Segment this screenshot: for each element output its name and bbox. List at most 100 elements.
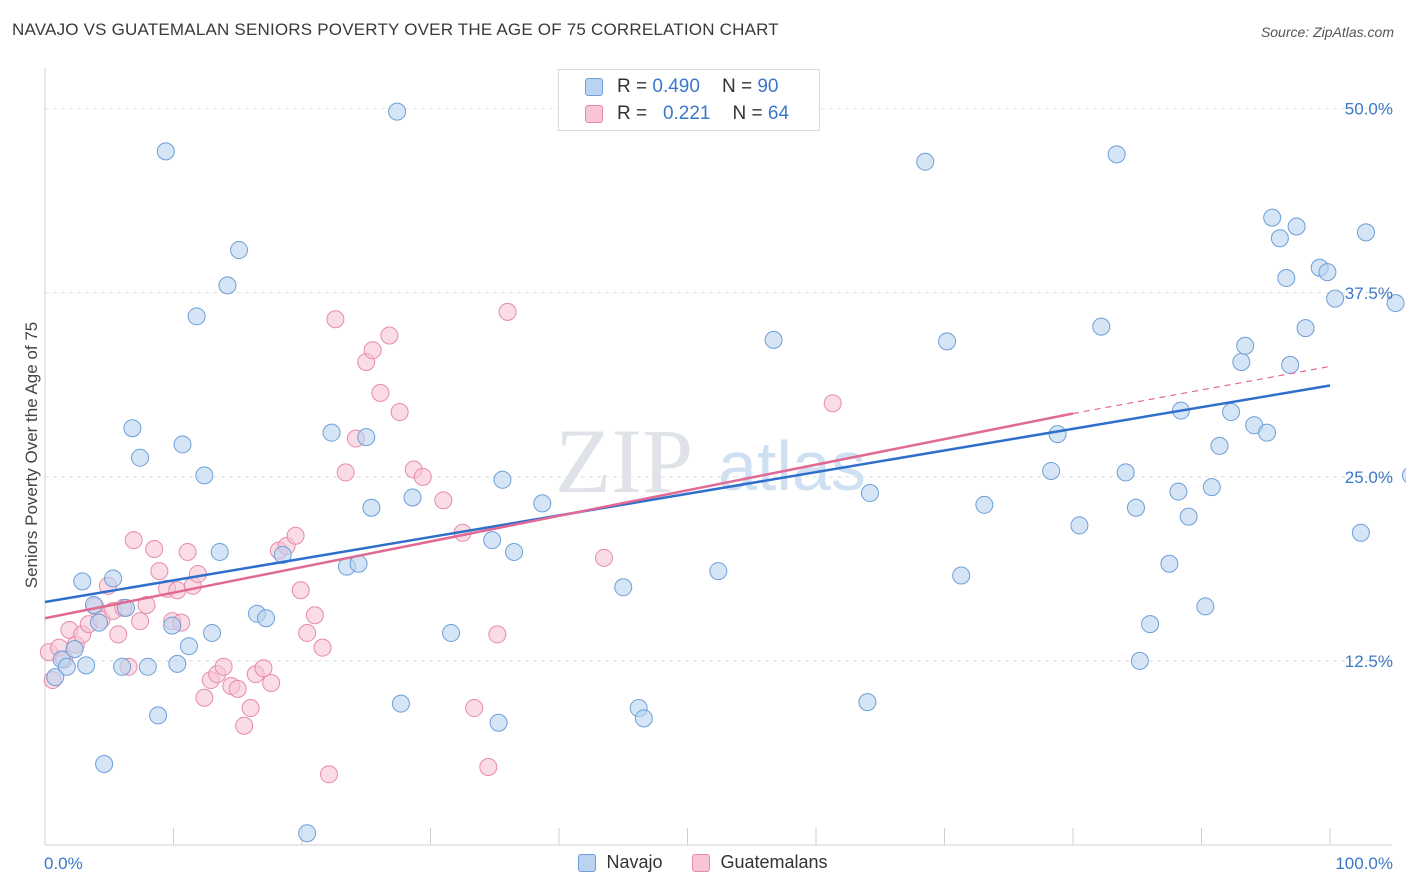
- guatemalan-point: [413, 467, 432, 486]
- legend-row-navajo: R = 0.490 N = 90: [585, 76, 778, 98]
- stats-legend: R = 0.490 N = 90 R = 0.221 N = 64: [558, 69, 820, 131]
- guatemalan-point: [241, 699, 260, 718]
- navajo-point: [1296, 319, 1315, 338]
- navajo-point: [1270, 229, 1289, 248]
- source-label: Source: ZipAtlas.com: [1260, 24, 1394, 40]
- navajo-point: [218, 276, 237, 295]
- navajo-point: [46, 668, 65, 687]
- legend-item-navajo[interactable]: Navajo: [578, 852, 662, 873]
- navajo-point: [168, 654, 187, 673]
- guatemalan-point: [479, 757, 498, 776]
- y-tick-label: 12.5%: [1345, 652, 1393, 671]
- navajo-point: [1196, 597, 1215, 616]
- navajo-point: [273, 545, 292, 564]
- navajo-point: [1092, 317, 1111, 336]
- legend-navajo-label: Navajo: [606, 852, 663, 872]
- navajo-point: [1236, 336, 1255, 355]
- navajo-point: [1318, 263, 1337, 282]
- navajo-point: [1169, 482, 1188, 501]
- guatemalan-point: [150, 562, 169, 581]
- guatemalan-point: [195, 688, 214, 707]
- navajo-point: [131, 448, 150, 467]
- navajo-point: [533, 494, 552, 513]
- navajo-point: [57, 657, 76, 676]
- legend-guatemalans-label: Guatemalans: [720, 852, 828, 872]
- guatemalan-r-value: 0.221: [662, 103, 711, 124]
- navajo-point: [860, 484, 879, 503]
- guatemalan-point: [214, 657, 233, 676]
- guatemalan-point: [336, 463, 355, 482]
- guatemalan-point: [465, 699, 484, 718]
- navajo-point: [1126, 498, 1145, 517]
- navajo-point: [77, 656, 96, 675]
- navajo-point: [1210, 436, 1229, 455]
- navajo-point: [1356, 223, 1375, 242]
- navajo-point: [257, 609, 276, 628]
- trend-lines: [44, 365, 1331, 620]
- navajo-point: [230, 241, 249, 260]
- navajo-point: [203, 623, 222, 642]
- navajo-point: [1287, 217, 1306, 236]
- legend-r-label: R =: [617, 103, 648, 124]
- navajo-point: [858, 693, 877, 712]
- watermark: ZIP atlas: [555, 410, 866, 512]
- guatemalan-point: [262, 674, 281, 693]
- navajo-point: [505, 542, 524, 561]
- guatemalan-n-value: 64: [767, 103, 790, 124]
- navajo-point: [403, 488, 422, 507]
- navajo-n-value: 90: [757, 76, 779, 97]
- navajo-point: [489, 713, 508, 732]
- guatemalan-point: [254, 659, 273, 678]
- guatemalan-point: [137, 595, 156, 614]
- navajo-point: [1107, 145, 1126, 164]
- navajo-point: [1401, 467, 1406, 483]
- navajo-point: [388, 102, 407, 121]
- navajo-point: [1351, 523, 1370, 542]
- guatemalan-point: [313, 638, 332, 657]
- navajo-point: [764, 330, 783, 349]
- guatemalan-point: [235, 716, 254, 735]
- navajo-point: [1042, 461, 1061, 480]
- guatemalan-swatch: [585, 105, 603, 123]
- legend-n-label: N =: [721, 76, 753, 97]
- guatemalan-point: [434, 491, 453, 510]
- navajo-point: [138, 657, 157, 676]
- navajo-point: [156, 142, 175, 161]
- navajo-point: [104, 569, 123, 588]
- navajo-point: [123, 419, 142, 438]
- guatemalan-point: [390, 403, 409, 422]
- navajo-point: [149, 706, 168, 725]
- navajo-point: [1160, 554, 1179, 573]
- navajo-point: [916, 152, 935, 171]
- guatemalan-point: [823, 394, 842, 413]
- navajo-point: [1232, 352, 1251, 371]
- y-axis-label: Seniors Poverty Over the Age of 75: [22, 322, 41, 588]
- navajo-point: [179, 637, 198, 656]
- navajo-point: [1048, 425, 1067, 444]
- guatemalan-point: [371, 383, 390, 402]
- navajo-point: [195, 466, 214, 485]
- navajo-trend-line: [44, 384, 1331, 604]
- x-tick-label: 100.0%: [1335, 854, 1393, 873]
- legend-n-label: N =: [732, 103, 763, 124]
- navajo-point: [975, 495, 994, 514]
- guatemalan-point: [488, 625, 507, 644]
- navajo-point: [442, 623, 461, 642]
- navajo-swatch: [578, 853, 597, 872]
- navajo-point: [357, 428, 376, 447]
- navajo-point: [483, 531, 502, 550]
- guatemalan-point: [228, 679, 247, 698]
- navajo-point: [65, 640, 84, 659]
- legend-item-guatemalans[interactable]: Guatemalans: [692, 852, 828, 873]
- navajo-point: [1222, 403, 1241, 422]
- navajo-point: [634, 709, 653, 728]
- guatemalan-point: [594, 548, 613, 567]
- navajo-point: [113, 657, 132, 676]
- guatemalan-point: [305, 606, 324, 625]
- navajo-point: [1116, 463, 1135, 482]
- navajo-point: [173, 435, 192, 454]
- guatemalan-point: [498, 302, 517, 321]
- navajo-point: [1263, 208, 1282, 227]
- y-tick-label: 50.0%: [1345, 100, 1393, 119]
- navajo-point: [322, 423, 341, 442]
